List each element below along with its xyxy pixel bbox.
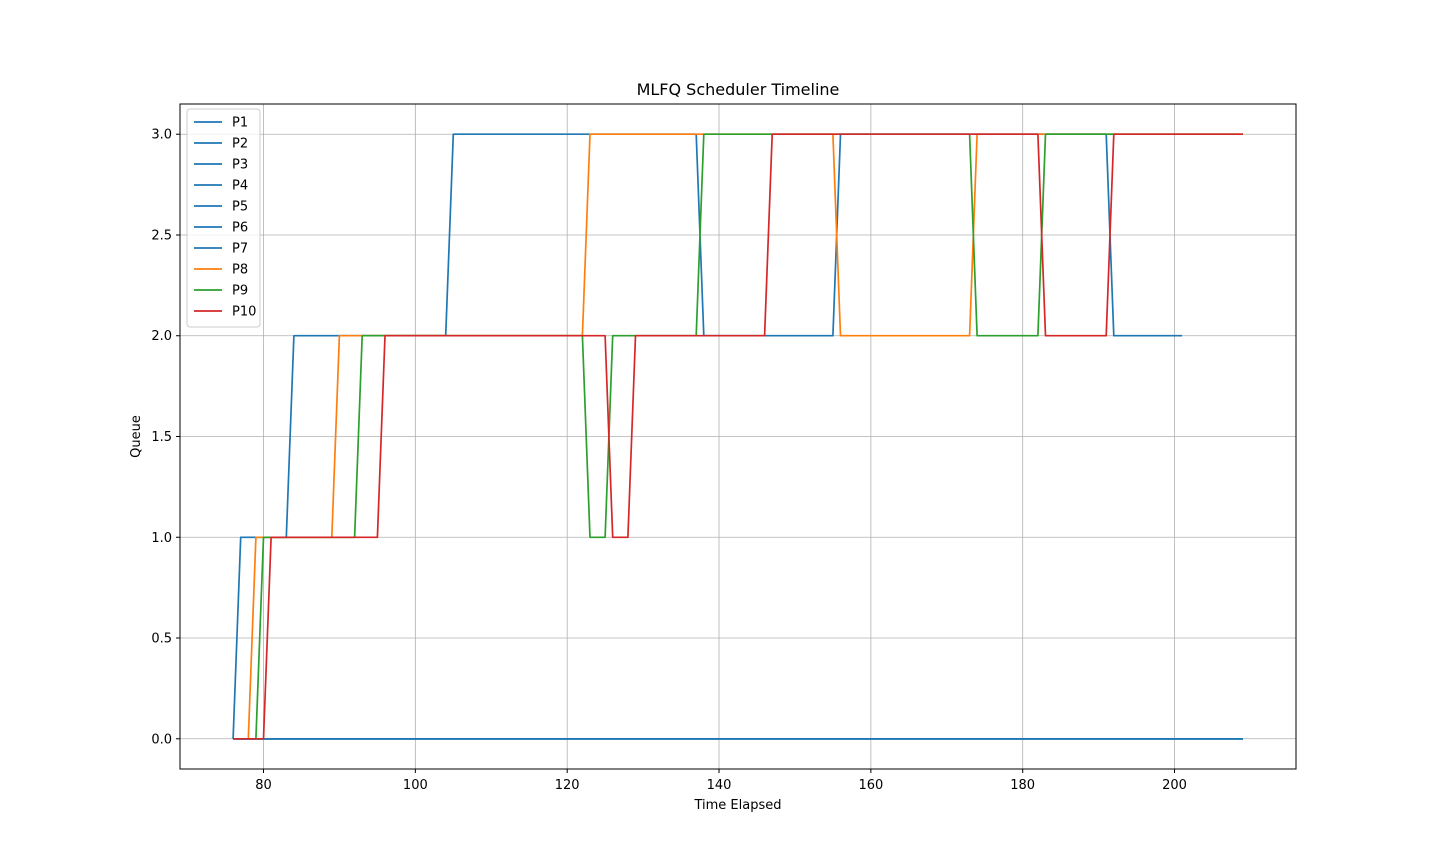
legend-box — [186, 108, 261, 328]
x-tick-label: 140 — [707, 778, 732, 793]
legend-entry: P5 — [232, 200, 248, 215]
x-tick-label: 120 — [555, 778, 580, 793]
legend-entry: P9 — [232, 284, 248, 299]
legend-entry: P7 — [232, 242, 248, 257]
y-tick-label: 2.0 — [151, 329, 172, 344]
y-tick-label: 0.0 — [151, 732, 172, 747]
y-tick-label: 2.5 — [151, 228, 172, 243]
legend-entry: P6 — [232, 221, 248, 236]
x-axis: 80 100 120 140 160 180 200 — [255, 769, 1187, 793]
y-tick-label: 1.0 — [151, 531, 172, 546]
x-tick-label: 80 — [255, 778, 272, 793]
x-tick-label: 100 — [403, 778, 428, 793]
legend-entry: P1 — [232, 116, 248, 131]
y-axis: 0.0 0.5 1.0 1.5 2.0 2.5 3.0 — [151, 128, 180, 747]
series-layer — [232, 133, 1243, 740]
y-axis-label: Queue — [129, 415, 144, 458]
legend-entry: P2 — [232, 137, 248, 152]
y-tick-label: 1.5 — [151, 430, 172, 445]
x-tick-label: 200 — [1162, 778, 1187, 793]
series-line-p9 — [255, 133, 1243, 739]
x-tick-label: 160 — [858, 778, 883, 793]
legend: P1 P2 P3 P4 P5 P6 P7 P8 P9 P10 — [186, 108, 261, 328]
legend-entry: P4 — [232, 179, 248, 194]
legend-entry: P10 — [232, 305, 256, 320]
y-tick-label: 0.5 — [151, 632, 172, 647]
x-axis-label: Time Elapsed — [693, 798, 781, 813]
legend-entry: P8 — [232, 263, 248, 278]
series-line-p10 — [233, 133, 1243, 740]
y-tick-label: 3.0 — [151, 128, 172, 143]
chart-title: MLFQ Scheduler Timeline — [637, 80, 840, 99]
x-tick-label: 180 — [1010, 778, 1035, 793]
legend-entry: P3 — [232, 158, 248, 173]
